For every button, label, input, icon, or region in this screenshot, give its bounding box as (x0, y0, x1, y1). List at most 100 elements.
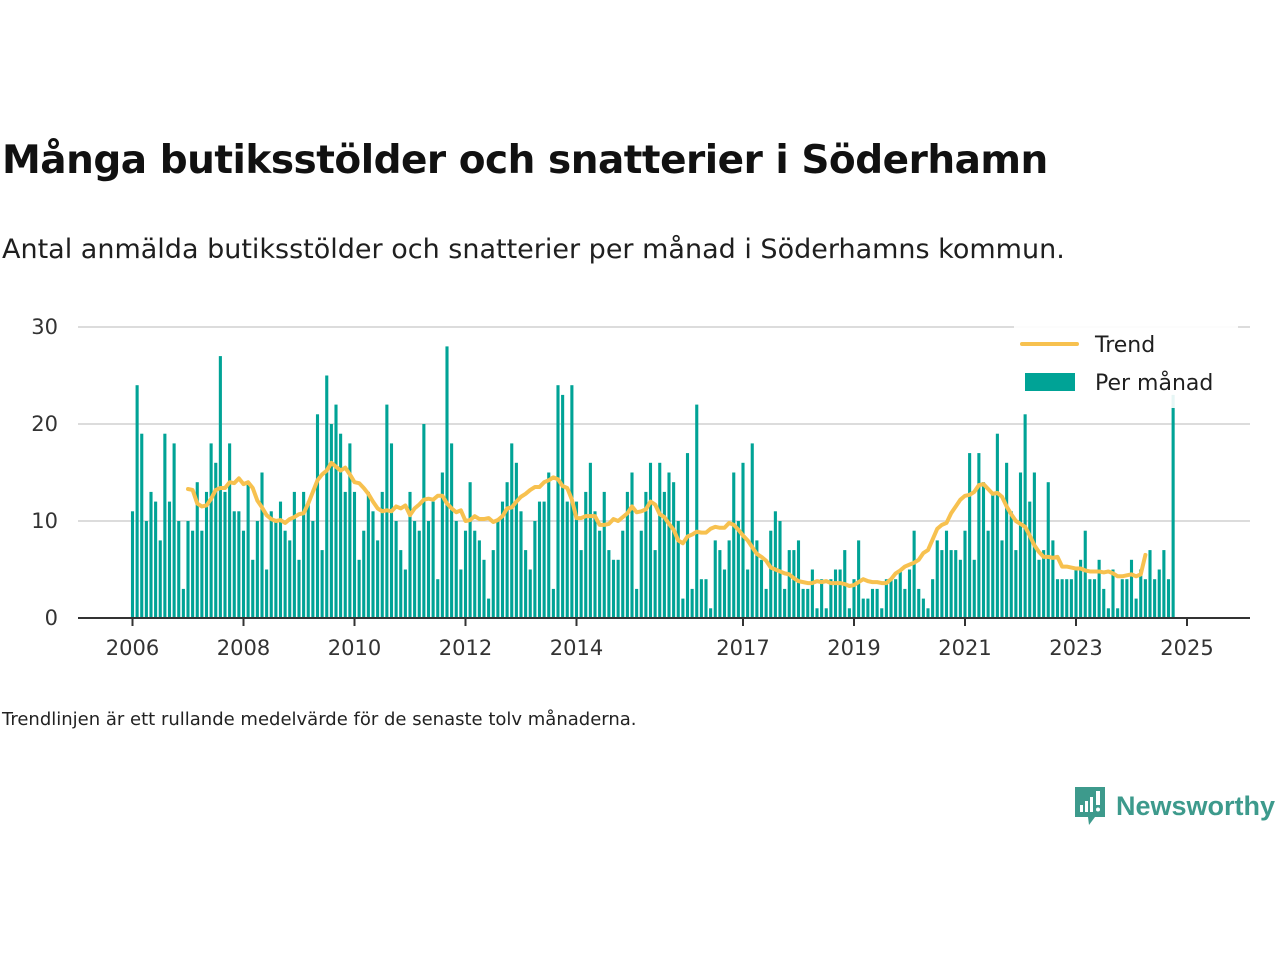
bar-per-manad (584, 491, 588, 618)
bar-per-manad (773, 511, 777, 618)
bar-per-manad (440, 472, 444, 618)
bar-per-manad (894, 579, 898, 618)
bar-per-manad (653, 550, 657, 618)
bar-per-manad (232, 511, 236, 618)
bar-per-manad (644, 491, 648, 618)
legend: Trend Per månad (1014, 326, 1238, 408)
bar-per-manad (463, 530, 468, 618)
line-series-trend (186, 460, 1148, 588)
bar-per-manad (408, 491, 412, 618)
bar-per-manad (551, 588, 555, 618)
bar-per-manad (315, 414, 320, 618)
bar-per-manad (260, 472, 264, 618)
legend-background (1014, 326, 1238, 408)
bar-per-manad (362, 530, 366, 618)
bar-per-manad (806, 588, 810, 618)
bar-per-manad (352, 491, 357, 618)
newsworthy-logo-icon (1075, 787, 1105, 825)
bar-per-manad (436, 579, 440, 618)
x-tick-label: 2025 (1160, 636, 1213, 660)
bar-per-manad (246, 482, 250, 618)
bar-per-manad (1005, 462, 1009, 618)
legend-trend-label: Trend (1094, 333, 1155, 358)
bar-series-per-manad (130, 346, 1175, 618)
bar-per-manad (852, 579, 856, 618)
bar-per-manad (1088, 579, 1092, 618)
bar-per-manad (311, 521, 315, 618)
bar-per-manad (1083, 530, 1087, 618)
bar-per-manad (357, 559, 361, 618)
bar-per-manad (866, 598, 870, 618)
bar-per-manad (1106, 608, 1110, 618)
bar-per-manad (829, 579, 833, 618)
bar-per-manad (944, 530, 949, 618)
bar-per-manad (958, 559, 962, 618)
bar-per-manad (880, 608, 884, 618)
bar-per-manad (875, 588, 879, 618)
bar-per-manad (255, 521, 259, 618)
brand-logo[interactable]: Newsworthy (1072, 784, 1275, 828)
bar-per-manad (1046, 482, 1050, 618)
bar-per-manad (769, 530, 773, 618)
x-tick-label: 2010 (328, 636, 381, 660)
bar-per-manad (366, 491, 370, 618)
bar-per-manad (1065, 579, 1069, 618)
bar-per-manad (611, 559, 616, 618)
bar-per-manad (857, 540, 861, 618)
bar-per-manad (223, 491, 227, 618)
bar-per-manad (792, 550, 796, 618)
bar-per-manad (921, 598, 925, 618)
y-axis: 0 10 20 30 (31, 315, 58, 630)
bar-per-manad (519, 511, 523, 618)
bar-per-manad (320, 550, 324, 618)
bar-per-manad (635, 588, 639, 618)
bar-per-manad (1074, 569, 1078, 618)
bar-per-manad (1102, 588, 1106, 618)
bar-per-manad (801, 588, 805, 618)
bar-per-manad (1166, 579, 1171, 618)
bar-per-manad (833, 569, 838, 618)
bar-per-manad (1171, 394, 1175, 618)
bar-per-manad (163, 433, 167, 618)
bar-per-manad (1120, 579, 1124, 618)
bar-per-manad (903, 588, 907, 618)
bar-per-manad (912, 530, 916, 618)
x-tick-label: 2006 (106, 636, 159, 660)
x-tick-label: 2008 (217, 636, 270, 660)
bar-per-manad (1000, 540, 1004, 618)
bar-per-manad (533, 521, 537, 618)
bar-per-manad (736, 521, 740, 618)
bar-per-manad (787, 550, 791, 618)
bar-per-manad (283, 530, 287, 618)
bar-per-manad (167, 501, 172, 618)
bar-per-manad (968, 453, 972, 618)
y-tick-label: 30 (31, 315, 58, 339)
bar-per-manad (487, 598, 491, 618)
bar-per-manad (380, 491, 384, 618)
bar-per-manad (204, 491, 209, 618)
bar-per-manad (579, 550, 583, 618)
bar-per-manad (820, 579, 824, 618)
bar-per-manad (926, 608, 930, 618)
chart-subtitle: Antal anmälda butiksstölder och snatteri… (2, 234, 1065, 265)
bar-per-manad (514, 462, 518, 618)
bar-per-manad (528, 569, 532, 618)
bar-per-manad (764, 588, 768, 618)
legend-per-manad-label: Per månad (1095, 370, 1213, 396)
bar-per-manad (376, 540, 380, 618)
bar-per-manad (237, 511, 241, 618)
bar-per-manad (755, 540, 759, 618)
bar-per-manad (815, 608, 819, 618)
bar-per-manad (450, 443, 454, 618)
bar-per-manad (588, 462, 592, 618)
bar-per-manad (524, 550, 528, 618)
bar-per-manad (931, 579, 935, 618)
bar-per-manad (1028, 501, 1032, 618)
bar-per-manad (130, 511, 135, 618)
bar-per-manad (399, 550, 403, 618)
bar-per-manad (824, 608, 828, 618)
bar-per-manad (422, 424, 426, 618)
bar-per-manad (431, 501, 435, 618)
footnote: Trendlinjen är ett rullande medelvärde f… (2, 709, 637, 730)
bar-per-manad (1134, 598, 1138, 618)
